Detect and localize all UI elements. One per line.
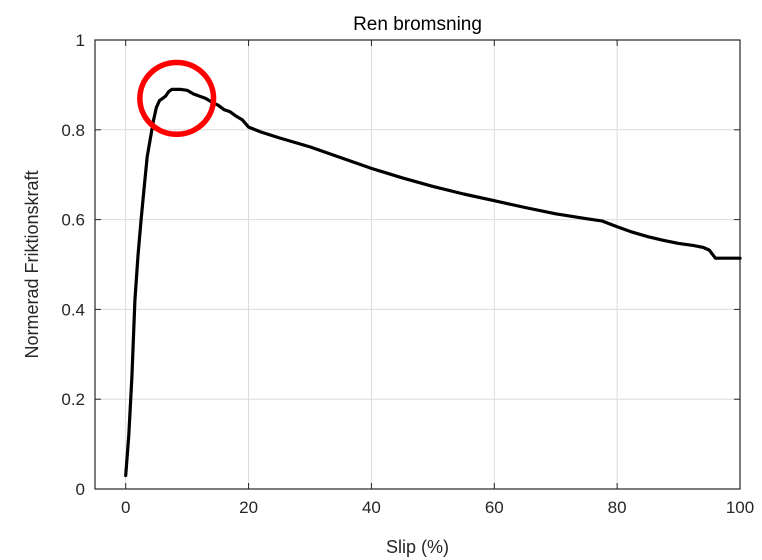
plot-area-frame — [95, 40, 740, 489]
y-axis-label: Normerad Friktionskraft — [22, 170, 42, 358]
series-line-0 — [126, 89, 740, 475]
x-tick-label: 40 — [362, 498, 381, 517]
x-tick-label: 60 — [485, 498, 504, 517]
x-tick-label: 20 — [239, 498, 258, 517]
y-tick-label: 0.2 — [61, 390, 85, 409]
x-tick-label: 100 — [726, 498, 754, 517]
axis-ticks: 0 20 40 60 80 100 0 0.2 0.4 0.6 0.8 1 — [61, 31, 754, 517]
y-tick-label: 0 — [76, 480, 85, 499]
y-tick-label: 0.4 — [61, 300, 85, 319]
x-tick-label: 0 — [121, 498, 130, 517]
x-tick-label: 80 — [608, 498, 627, 517]
chart-title: Ren bromsning — [353, 14, 482, 35]
series-layer — [126, 89, 740, 475]
y-tick-label: 1 — [76, 31, 85, 50]
x-axis-label: Slip (%) — [386, 537, 449, 557]
grid — [95, 40, 740, 489]
y-tick-label: 0.6 — [61, 211, 85, 230]
y-tick-label: 0.8 — [61, 121, 85, 140]
